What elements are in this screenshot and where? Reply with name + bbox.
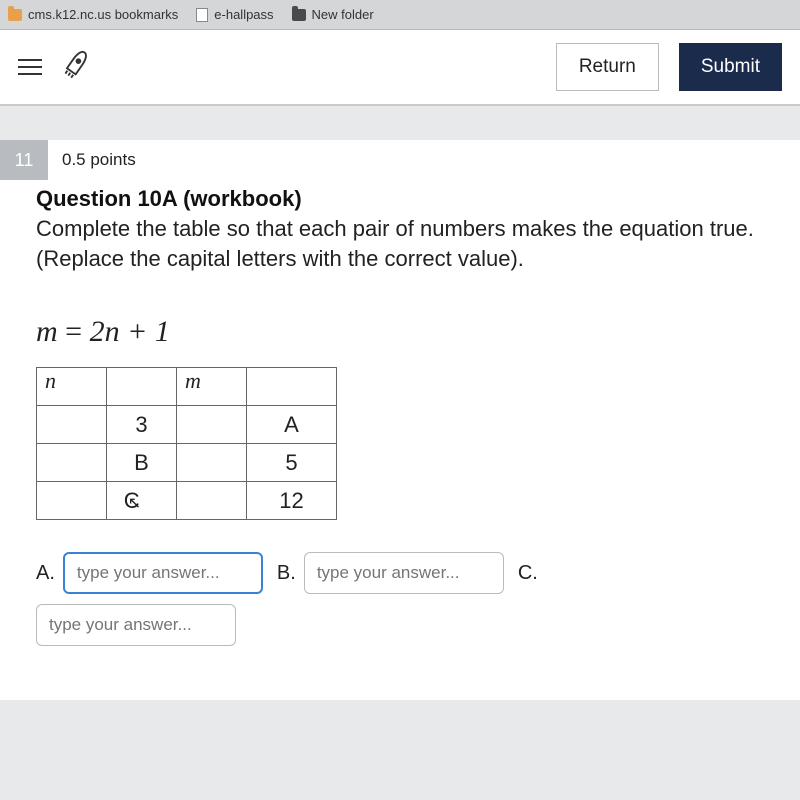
gap bbox=[0, 106, 800, 140]
equation: m = 2n + 1 bbox=[36, 315, 764, 349]
equation-lhs: m bbox=[36, 315, 58, 348]
doc-icon bbox=[196, 8, 208, 22]
cell-m-0: A bbox=[247, 406, 337, 444]
rocket-icon[interactable] bbox=[59, 46, 95, 88]
cell-n-0: 3 bbox=[107, 406, 177, 444]
bookmark-newfolder[interactable]: New folder bbox=[292, 7, 374, 22]
table-header-n: n bbox=[37, 368, 107, 406]
cell-m-1: 5 bbox=[247, 444, 337, 482]
answer-c-input-group bbox=[36, 604, 236, 646]
bookmark-ehallpass[interactable]: e-hallpass bbox=[196, 7, 273, 22]
bookmark-label: cms.k12.nc.us bookmarks bbox=[28, 7, 178, 22]
bookmark-label: New folder bbox=[312, 7, 374, 22]
answer-b-input[interactable] bbox=[304, 552, 504, 594]
app-toolbar: Return Submit bbox=[0, 30, 800, 106]
bookmark-label: e-hallpass bbox=[214, 7, 273, 22]
answer-c-group: C. bbox=[518, 562, 538, 585]
submit-button[interactable]: Submit bbox=[679, 43, 782, 91]
answer-a-group: A. bbox=[36, 552, 263, 594]
cursor-icon: ↖ bbox=[128, 495, 141, 512]
answers-row2 bbox=[36, 604, 764, 646]
table-header-m: m bbox=[177, 368, 247, 406]
equals-sign: = bbox=[65, 315, 82, 348]
question-header: 11 0.5 points bbox=[0, 140, 800, 180]
table-row: B 5 bbox=[37, 444, 337, 482]
question-panel: 11 0.5 points Question 10A (workbook) Co… bbox=[0, 140, 800, 700]
answer-b-label: B. bbox=[277, 562, 296, 585]
question-prompt-1: Complete the table so that each pair of … bbox=[36, 214, 764, 244]
cell-m-2: 12 bbox=[247, 482, 337, 520]
answers-area: A. B. C. bbox=[36, 552, 764, 594]
bookmark-cms[interactable]: cms.k12.nc.us bookmarks bbox=[8, 7, 178, 22]
question-title: Question 10A (workbook) bbox=[36, 186, 764, 212]
answer-c-input[interactable] bbox=[36, 604, 236, 646]
menu-icon[interactable] bbox=[18, 59, 42, 75]
question-prompt-2: (Replace the capital letters with the co… bbox=[36, 244, 764, 274]
folder-icon bbox=[292, 9, 306, 21]
bookmarks-bar: cms.k12.nc.us bookmarks e-hallpass New f… bbox=[0, 0, 800, 30]
answer-a-label: A. bbox=[36, 562, 55, 585]
question-number: 11 bbox=[0, 140, 48, 180]
return-button[interactable]: Return bbox=[556, 43, 659, 91]
folder-icon bbox=[8, 9, 22, 21]
table-row: 3 A bbox=[37, 406, 337, 444]
answer-b-group: B. bbox=[277, 552, 504, 594]
equation-rhs: 2n + 1 bbox=[90, 315, 170, 348]
values-table: n m 3 A B 5 C ↖ 12 bbox=[36, 367, 337, 520]
cell-n-1: B bbox=[107, 444, 177, 482]
answer-c-label: C. bbox=[518, 562, 538, 585]
question-points: 0.5 points bbox=[48, 150, 136, 170]
table-row: C ↖ 12 bbox=[37, 482, 337, 520]
answer-a-input[interactable] bbox=[63, 552, 263, 594]
cell-n-2: C ↖ bbox=[107, 482, 177, 520]
